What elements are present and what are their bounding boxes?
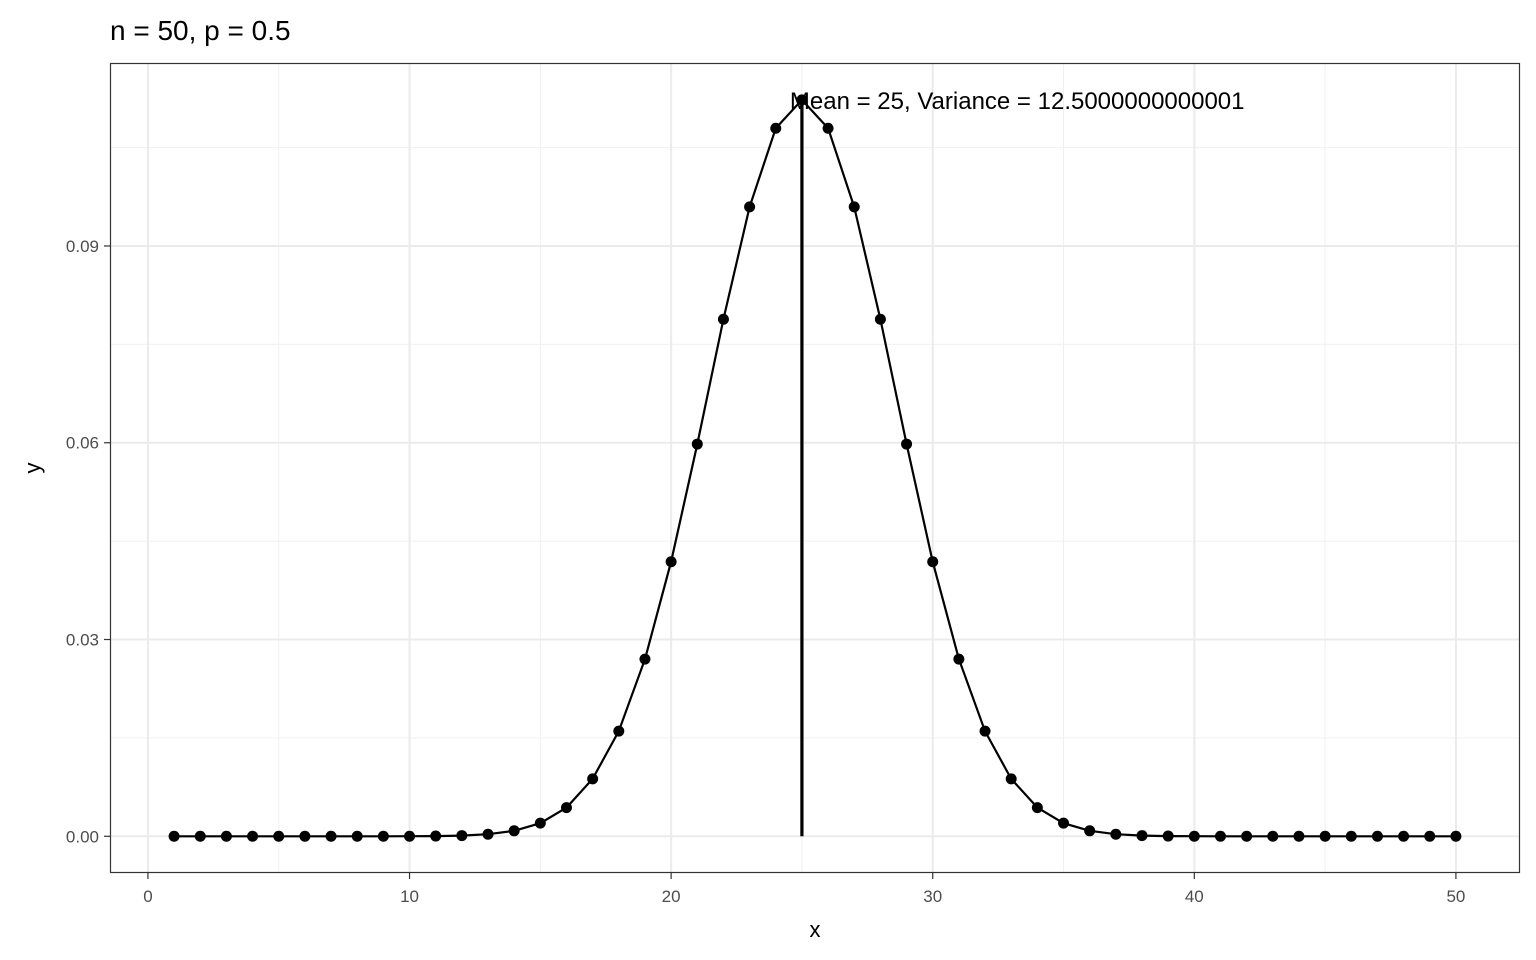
data-point (1450, 830, 1462, 842)
y-axis-label: y (20, 463, 45, 474)
axes: 0 10 20 30 40 50 0.00 0.03 0.06 0.09 (66, 237, 1465, 906)
data-point (1345, 830, 1357, 842)
data-point (1136, 830, 1148, 842)
annotation-text: Mean = 25, Variance = 12.5000000000001 (790, 88, 1245, 115)
pmf-line (174, 98, 1456, 838)
series: Mean = 25, Variance = 12.5000000000001 (168, 88, 1462, 842)
data-point (1214, 830, 1226, 842)
data-point (456, 830, 468, 842)
data-point (1319, 830, 1331, 842)
data-point (1398, 830, 1410, 842)
data-point (1293, 830, 1305, 842)
data-point (691, 438, 703, 450)
data-point (377, 830, 389, 842)
x-axis-label: x (810, 917, 821, 942)
y-tick-label: 0.06 (66, 434, 99, 453)
x-tick-label: 50 (1446, 887, 1465, 906)
data-point (273, 830, 285, 842)
data-point (1371, 830, 1383, 842)
data-point (351, 830, 363, 842)
chart-title: n = 50, p = 0.5 (110, 15, 291, 46)
y-tick-label: 0.09 (66, 237, 99, 256)
data-point (665, 556, 677, 568)
data-point (717, 313, 729, 325)
data-point (901, 438, 913, 450)
data-point (874, 313, 886, 325)
data-point (482, 828, 494, 840)
data-point (587, 773, 599, 785)
data-point (194, 830, 206, 842)
data-point (1162, 830, 1174, 842)
data-point (299, 830, 311, 842)
data-point (404, 830, 416, 842)
y-tick-label: 0.00 (66, 827, 99, 846)
data-point (639, 653, 651, 665)
data-point (1084, 825, 1096, 837)
data-point (325, 830, 337, 842)
data-point (822, 122, 834, 134)
data-point (1031, 802, 1043, 814)
data-point (247, 830, 259, 842)
data-point (508, 825, 520, 837)
x-tick-label: 20 (662, 887, 681, 906)
data-point (848, 201, 860, 213)
x-tick-label: 30 (923, 887, 942, 906)
data-point (1005, 773, 1017, 785)
data-point (1267, 830, 1279, 842)
y-tick-label: 0.03 (66, 631, 99, 650)
data-point (953, 653, 965, 665)
data-point (1241, 830, 1253, 842)
data-point (220, 830, 232, 842)
x-tick-label: 10 (400, 887, 419, 906)
data-point (430, 830, 442, 842)
data-point (560, 802, 572, 814)
x-tick-label: 0 (143, 887, 152, 906)
data-point (979, 725, 991, 737)
data-point (1424, 830, 1436, 842)
data-point (770, 122, 782, 134)
data-point (1188, 830, 1200, 842)
x-tick-label: 40 (1185, 887, 1204, 906)
data-point (1058, 817, 1070, 829)
data-point (1110, 828, 1122, 840)
data-point (168, 830, 180, 842)
data-point (613, 725, 625, 737)
data-point (534, 817, 546, 829)
grid (110, 63, 1520, 873)
panel-border (109, 62, 1521, 874)
data-point (744, 201, 756, 213)
data-point (927, 556, 939, 568)
